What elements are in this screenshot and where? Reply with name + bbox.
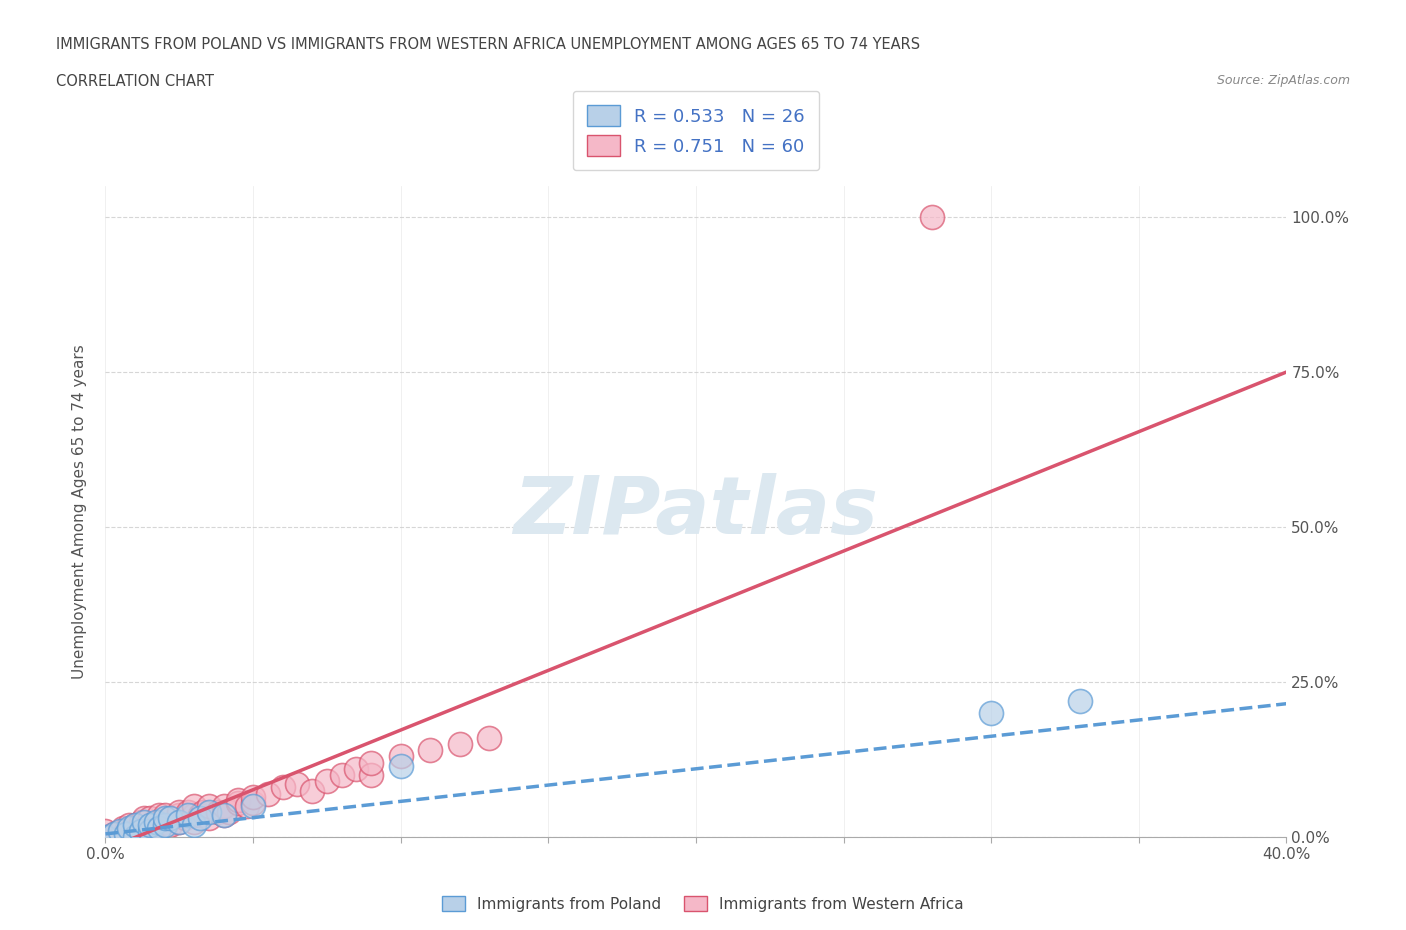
- Text: CORRELATION CHART: CORRELATION CHART: [56, 74, 214, 89]
- Point: [118, 820, 141, 835]
- Point: [112, 820, 135, 835]
- Point: [148, 814, 170, 829]
- Point: [148, 820, 170, 835]
- Point: [129, 823, 152, 838]
- Point: [256, 786, 278, 801]
- Point: [242, 795, 264, 810]
- Point: [148, 808, 170, 823]
- Point: [212, 808, 235, 823]
- Point: [169, 804, 191, 819]
- Point: [207, 804, 229, 819]
- Point: [449, 737, 471, 751]
- Point: [159, 817, 181, 832]
- Point: [115, 823, 138, 838]
- Point: [121, 820, 143, 835]
- Point: [110, 825, 132, 840]
- Point: [129, 814, 152, 829]
- Point: [153, 811, 176, 826]
- Point: [197, 804, 219, 819]
- Point: [330, 767, 353, 782]
- Point: [124, 830, 146, 844]
- Point: [183, 817, 205, 832]
- Point: [1069, 693, 1091, 708]
- Point: [145, 814, 167, 829]
- Point: [153, 808, 176, 823]
- Point: [212, 808, 235, 823]
- Point: [145, 817, 167, 832]
- Point: [103, 827, 125, 842]
- Point: [138, 823, 162, 838]
- Point: [360, 755, 382, 770]
- Point: [169, 814, 191, 829]
- Point: [478, 730, 501, 745]
- Point: [132, 811, 155, 826]
- Point: [177, 804, 200, 819]
- Point: [138, 823, 162, 838]
- Point: [183, 814, 205, 829]
- Point: [389, 749, 412, 764]
- Point: [389, 758, 412, 773]
- Point: [183, 799, 205, 814]
- Point: [236, 799, 259, 814]
- Point: [138, 817, 162, 832]
- Point: [110, 823, 132, 838]
- Point: [94, 823, 117, 838]
- Point: [242, 799, 264, 814]
- Point: [315, 774, 337, 789]
- Point: [132, 814, 155, 829]
- Point: [360, 767, 382, 782]
- Point: [226, 792, 250, 807]
- Point: [218, 804, 240, 819]
- Point: [197, 799, 219, 814]
- Point: [188, 808, 211, 823]
- Point: [153, 820, 176, 835]
- Text: IMMIGRANTS FROM POLAND VS IMMIGRANTS FROM WESTERN AFRICA UNEMPLOYMENT AMONG AGES: IMMIGRANTS FROM POLAND VS IMMIGRANTS FRO…: [56, 37, 921, 52]
- Point: [94, 830, 117, 844]
- Point: [174, 811, 197, 826]
- Point: [212, 799, 235, 814]
- Point: [169, 814, 191, 829]
- Point: [159, 811, 181, 826]
- Point: [346, 762, 368, 777]
- Text: Source: ZipAtlas.com: Source: ZipAtlas.com: [1216, 74, 1350, 87]
- Point: [115, 827, 138, 842]
- Point: [138, 817, 162, 832]
- Point: [129, 823, 152, 838]
- Point: [94, 830, 117, 844]
- Point: [153, 814, 176, 829]
- Point: [921, 209, 943, 224]
- Point: [159, 811, 181, 826]
- Point: [301, 783, 323, 798]
- Point: [980, 706, 1002, 721]
- Point: [132, 820, 155, 835]
- Text: ZIPatlas: ZIPatlas: [513, 472, 879, 551]
- Point: [153, 817, 176, 832]
- Point: [169, 808, 191, 823]
- Y-axis label: Unemployment Among Ages 65 to 74 years: Unemployment Among Ages 65 to 74 years: [72, 344, 87, 679]
- Point: [103, 827, 125, 842]
- Point: [177, 808, 200, 823]
- Legend: R = 0.533   N = 26, R = 0.751   N = 60: R = 0.533 N = 26, R = 0.751 N = 60: [572, 91, 820, 170]
- Point: [271, 780, 294, 795]
- Point: [287, 777, 309, 791]
- Point: [188, 811, 211, 826]
- Point: [419, 743, 441, 758]
- Legend: Immigrants from Poland, Immigrants from Western Africa: Immigrants from Poland, Immigrants from …: [436, 889, 970, 918]
- Point: [197, 811, 219, 826]
- Point: [183, 808, 205, 823]
- Point: [242, 790, 264, 804]
- Point: [124, 817, 146, 832]
- Point: [226, 795, 250, 810]
- Point: [124, 827, 146, 842]
- Point: [118, 817, 141, 832]
- Point: [138, 811, 162, 826]
- Point: [191, 804, 214, 819]
- Point: [124, 817, 146, 832]
